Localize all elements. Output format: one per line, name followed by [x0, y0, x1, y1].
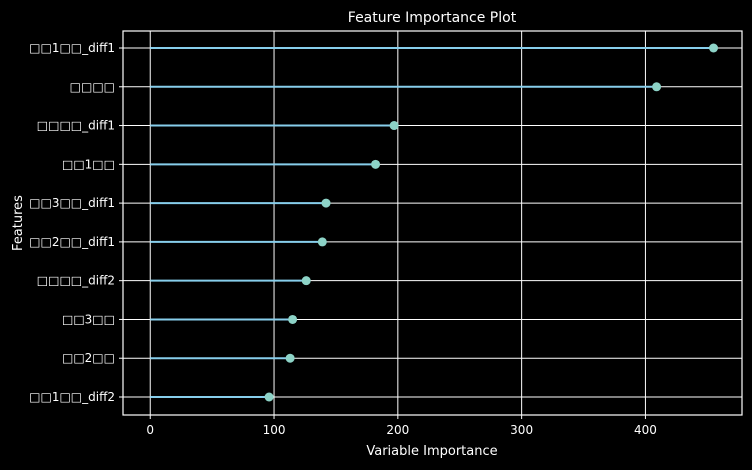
importance-marker [317, 237, 327, 247]
y-tick-label: □□1□□_diff2 [29, 390, 115, 404]
y-tick-label: □□□□_diff1 [37, 119, 115, 133]
x-tick-label: 0 [146, 423, 154, 437]
y-tick-label: □□□□_diff2 [37, 274, 115, 288]
importance-marker [285, 353, 295, 363]
y-tick-label: □□1□□_diff1 [29, 41, 115, 55]
x-tick-label: 400 [634, 423, 657, 437]
importance-marker [301, 276, 311, 286]
y-tick-label: □□3□□_diff1 [29, 196, 115, 210]
x-ticks: 0 100 200 300 400 [146, 415, 657, 437]
importance-marker [652, 82, 662, 92]
y-tick-label: □□2□□ [62, 351, 115, 365]
y-tick-label: □□2□□_diff1 [29, 235, 115, 249]
x-tick-label: 100 [263, 423, 286, 437]
y-ticks: □□1□□_diff1 □□□□ □□□□_diff1 □□1□□ □□3□□_diff… [29, 41, 123, 404]
chart-title: Feature Importance Plot [348, 10, 517, 26]
x-axis-label: Variable Importance [366, 444, 497, 459]
x-tick-label: 300 [510, 423, 533, 437]
importance-marker [264, 392, 274, 402]
y-tick-label: □□3□□ [62, 312, 115, 326]
stems-layer [150, 47, 714, 398]
importance-marker [709, 43, 719, 53]
importance-marker [288, 314, 298, 324]
markers-layer [264, 43, 719, 402]
importance-marker [321, 198, 331, 208]
x-tick-label: 200 [386, 423, 409, 437]
y-axis-label: Features [11, 195, 26, 251]
importance-marker [371, 159, 381, 169]
y-tick-label: □□□□ [70, 80, 115, 94]
plot-frame [122, 30, 743, 416]
importance-marker [389, 121, 399, 131]
y-tick-label: □□1□□ [62, 157, 115, 171]
